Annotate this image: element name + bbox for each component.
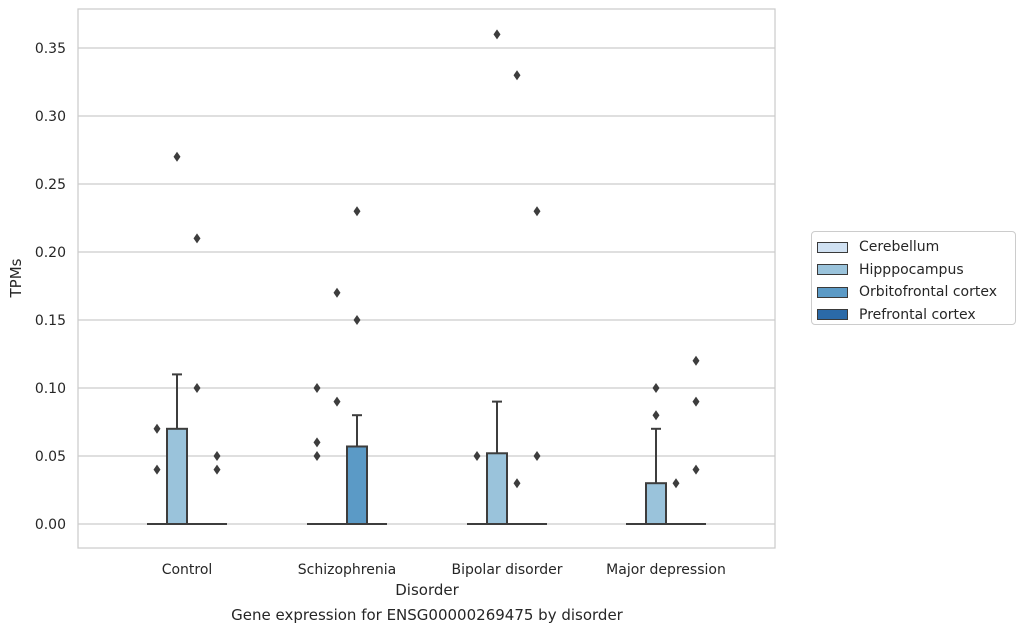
legend: Cerebellum Hipppocampus Orbitofrontal cort… — [811, 231, 1016, 325]
outlier-point — [652, 383, 660, 393]
outlier-point — [473, 451, 481, 461]
legend-swatch — [817, 241, 848, 253]
x-tick-label: Schizophrenia — [298, 562, 396, 578]
outlier-point — [313, 437, 321, 448]
y-tick-label: 0.15 — [35, 313, 66, 329]
y-axis-label: TPMs — [7, 258, 25, 298]
x-tick-label: Bipolar disorder — [451, 562, 562, 578]
box-group — [346, 206, 368, 526]
outlier-point — [692, 396, 700, 407]
y-tick-label: 0.10 — [35, 381, 66, 397]
legend-swatch — [817, 286, 848, 298]
y-tick-label: 0.05 — [35, 449, 66, 465]
box-series — [147, 29, 706, 526]
legend-label: Orbitofrontal cortex — [859, 284, 997, 301]
outlier-point — [173, 151, 181, 162]
outlier-point — [533, 206, 541, 217]
y-tick-labels: 0.00 0.05 0.10 0.15 0.20 0.25 0.30 0.35 — [35, 41, 66, 533]
x-axis-label: Disorder — [395, 581, 459, 599]
outlier-point — [493, 29, 501, 40]
outlier-point — [193, 383, 201, 393]
legend-swatch — [817, 264, 848, 276]
box-group — [686, 355, 706, 525]
outlier-point — [313, 383, 321, 393]
box-group — [207, 451, 227, 525]
box-group — [327, 287, 347, 525]
outlier-point — [153, 423, 161, 434]
y-tick-label: 0.25 — [35, 177, 66, 193]
box-group — [507, 70, 527, 525]
outlier-point — [333, 287, 341, 298]
outlier-point — [513, 70, 521, 81]
legend-label: Hipppocampus — [859, 261, 964, 278]
legend-item: Cerebellum — [817, 236, 1015, 259]
x-tick-label: Major depression — [606, 562, 726, 578]
x-tick-label: Control — [162, 562, 213, 578]
legend-item: Orbitofrontal cortex — [817, 281, 1015, 304]
outlier-point — [533, 451, 541, 461]
outlier-point — [353, 206, 361, 217]
box-group — [486, 29, 508, 525]
box-group — [467, 451, 487, 525]
outlier-point — [353, 315, 361, 325]
y-tick-label: 0.20 — [35, 245, 66, 261]
outlier-point — [333, 396, 341, 407]
outlier-point — [692, 355, 700, 366]
box-group — [666, 478, 686, 525]
chart-caption: Gene expression for ENSG00000269475 by d… — [231, 606, 623, 624]
x-tick-labels: Control Schizophrenia Bipolar disorder Majo… — [162, 562, 726, 578]
outlier-point — [672, 478, 680, 489]
box-group — [187, 233, 207, 525]
legend-label: Cerebellum — [859, 239, 940, 256]
y-tick-label: 0.30 — [35, 109, 66, 125]
plot-frame — [77, 8, 776, 549]
outlier-point — [513, 478, 521, 489]
box-group — [645, 383, 667, 526]
box-group — [147, 423, 167, 525]
box-group — [527, 206, 547, 525]
box — [166, 427, 188, 525]
legend-swatch — [817, 309, 848, 321]
outlier-point — [213, 451, 221, 461]
outlier-point — [313, 451, 321, 461]
box — [645, 482, 667, 526]
box-group — [307, 383, 327, 525]
legend-label: Prefrontal cortex — [859, 306, 976, 323]
box — [486, 452, 508, 525]
box — [346, 445, 368, 526]
outlier-point — [193, 233, 201, 244]
y-tick-label: 0.35 — [35, 41, 66, 57]
outlier-point — [213, 464, 221, 475]
outlier-point — [153, 464, 161, 475]
legend-item: Hipppocampus — [817, 259, 1015, 282]
box-group — [166, 151, 188, 525]
legend-item: Prefrontal cortex — [817, 304, 1015, 327]
y-tick-label: 0.00 — [35, 517, 66, 533]
outlier-point — [692, 464, 700, 475]
outlier-point — [652, 410, 660, 421]
